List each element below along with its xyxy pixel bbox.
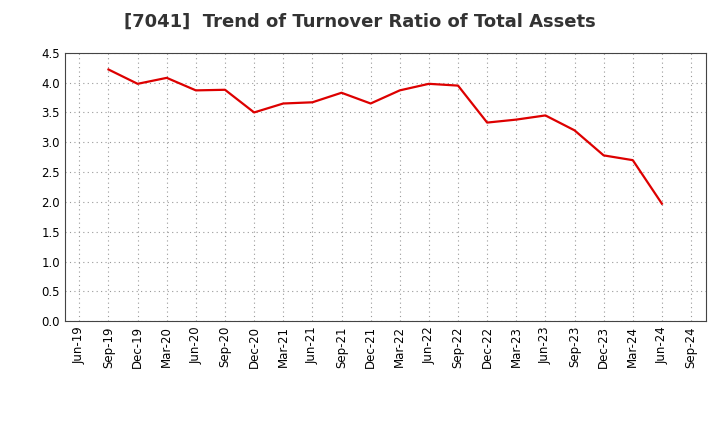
Text: [7041]  Trend of Turnover Ratio of Total Assets: [7041] Trend of Turnover Ratio of Total … [124,13,596,31]
